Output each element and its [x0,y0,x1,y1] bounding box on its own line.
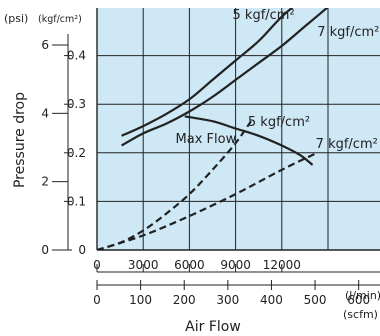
series-line-1 [121,8,294,137]
y-tick-label-kgf: 0.3 [67,97,86,111]
x-tick-label-scfm: 200 [173,293,196,307]
y-tick-label-psi: 2 [41,175,49,189]
annotation-4: 7 kgf/cm² [316,137,378,152]
axes [52,8,380,290]
x-tick-label-lmin: 6000 [174,258,205,272]
annotation-3: 5 kgf/cm² [248,115,310,130]
x-tick-label-lmin: 12000 [263,258,301,272]
tick-labels: 0 0.1 0.2 0.3 0.4 0 2 4 6 0 3000 6000 9000 12000 0 100 2… [41,38,370,307]
series-line-2 [121,8,329,147]
y-tick-label-kgf: 0.1 [67,194,86,208]
x-tick-label-lmin: 3000 [128,258,159,272]
x-unit-scfm: (scfm) [343,308,378,321]
series-line-3 [184,115,314,166]
x-tick-label-scfm: 300 [216,293,239,307]
annotation-1: 5 kgf/cm² [233,8,295,23]
series-line-5 [97,151,318,250]
x-tick-label-lmin: 0 [93,258,101,272]
x-axis-title: Air Flow [185,319,241,335]
grid [97,8,380,250]
y-tick-label-kgf: 0 [78,243,86,257]
y-tick-label-psi: 4 [41,106,49,120]
annotations: 5 kgf/cm² 7 kgf/cm² 5 kgf/cm² 7 kgf/cm² Max … [176,8,380,152]
x-tick-label-scfm: 600 [347,293,370,307]
x-tick-label-scfm: 400 [260,293,283,307]
x-tick-label-scfm: 500 [304,293,327,307]
x-tick-label-scfm: 100 [129,293,152,307]
y-axis-title: Pressure drop [12,92,28,188]
x-tick-label-lmin: 9000 [220,258,251,272]
series-group [97,8,329,250]
y-tick-label-psi: 0 [41,243,49,257]
x-unit-lmin: (l/min) [345,289,380,302]
y-unit-kgf: (kgf/cm²) [38,14,82,25]
y-tick-label-kgf: 0.2 [67,146,86,160]
x-tick-label-scfm: 0 [93,293,101,307]
annotation-5: Max Flow [176,132,237,147]
y-unit-psi: (psi) [4,12,28,25]
annotation-2: 7 kgf/cm² [317,25,379,40]
y-tick-label-psi: 6 [41,38,49,52]
y-tick-label-kgf: 0.4 [67,49,86,63]
